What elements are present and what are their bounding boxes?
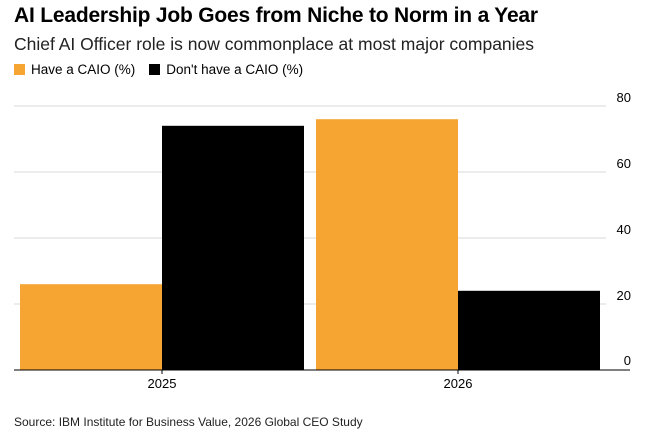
legend-item-have-caio: Have a CAIO (%) [14, 62, 135, 77]
chart-title: AI Leadership Job Goes from Niche to Nor… [14, 4, 538, 27]
x-tick-label-2026: 2026 [444, 376, 473, 391]
y-tick-label-80: 80 [617, 90, 631, 105]
legend-swatch-no-caio [149, 64, 161, 75]
legend-label-no-caio: Don't have a CAIO (%) [166, 62, 304, 77]
chart-subtitle: Chief AI Officer role is now commonplace… [14, 34, 535, 54]
legend-swatch-have-caio [14, 64, 25, 75]
x-tick-label-2025: 2025 [148, 376, 177, 391]
legend-item-no-caio: Don't have a CAIO (%) [149, 62, 303, 77]
y-tick-label-20: 20 [617, 288, 631, 303]
source-note: Source: IBM Institute for Business Value… [14, 415, 363, 429]
y-tick-label-0: 0 [624, 353, 631, 368]
y-tick-label-60: 60 [617, 156, 631, 171]
bar-2025-have-caio [20, 284, 162, 370]
legend-label-have-caio: Have a CAIO (%) [31, 62, 136, 77]
bar-2025-no-caio [162, 125, 304, 370]
legend: Have a CAIO (%) Don't have a CAIO (%) [14, 62, 303, 77]
bar-2026-no-caio [458, 290, 600, 370]
y-tick-label-40: 40 [617, 222, 631, 237]
bar-2026-have-caio [316, 119, 458, 370]
